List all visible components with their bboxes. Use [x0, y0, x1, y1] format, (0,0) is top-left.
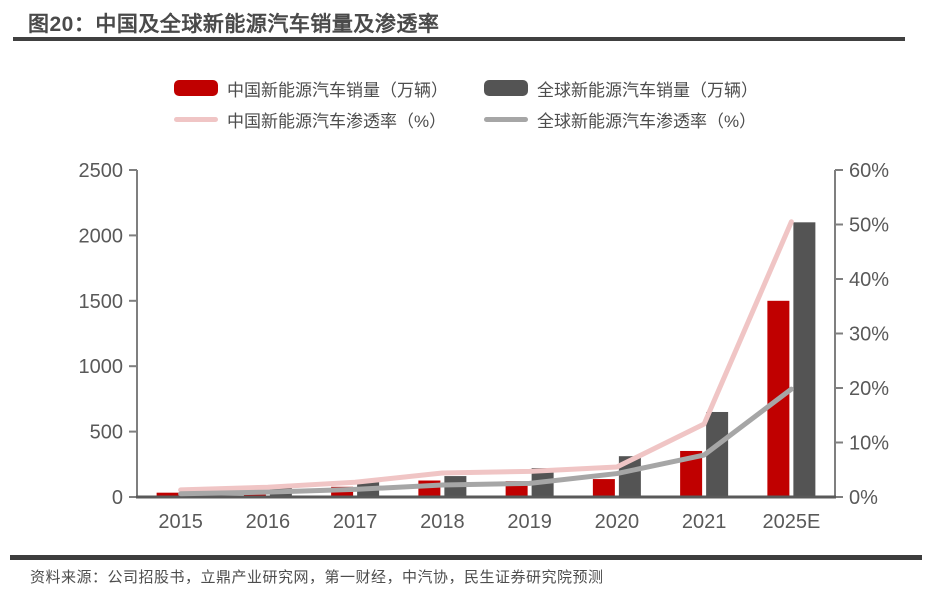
chart-plot: 0 500 1000 1500 2000 2500 0% 10% 20% 30% 40% 50% 60%… [79, 160, 890, 533]
global-penetration-line [178, 386, 794, 497]
legend-line-swatch-2 [174, 116, 218, 122]
left-axis-tick-label: 2500 [79, 160, 124, 182]
right-axis-tick-label: 60% [849, 160, 889, 182]
legend-bar-swatch-1 [484, 80, 528, 96]
legend-item-0: 中国新能源汽车销量（万辆） [174, 76, 448, 100]
global-sales-bar [706, 411, 729, 497]
right-axis-tick-label: 0% [849, 487, 878, 509]
right-axis-tick-label: 40% [849, 269, 889, 291]
legend-label: 中国新能源汽车销量（万辆） [227, 80, 448, 100]
legend-item-1: 全球新能源汽车销量（万辆） [484, 76, 758, 100]
legend-label: 中国新能源汽车渗透率（%） [227, 111, 447, 131]
global-sales-bar [793, 222, 816, 497]
left-axis-tick-label: 1000 [79, 356, 124, 378]
china-sales-bar [680, 450, 703, 497]
title-underline [13, 37, 905, 41]
left-axis-tick-label: 1500 [79, 291, 124, 313]
footer-rule [10, 555, 922, 560]
china-penetration-line [178, 219, 794, 493]
x-axis-label: 2025E [762, 511, 820, 533]
chart-legend: 中国新能源汽车销量（万辆） 全球新能源汽车销量（万辆） 中国新能源汽车渗透率（%） 全… [0, 76, 932, 131]
right-axis-tick-label: 30% [849, 324, 889, 346]
x-axis-label: 2016 [246, 511, 291, 533]
legend-item-2: 中国新能源汽车渗透率（%） [174, 107, 448, 131]
right-axis-tick-label: 50% [849, 215, 889, 237]
left-axis-tick-label: 500 [90, 422, 123, 444]
x-axis-label: 2017 [333, 511, 378, 533]
legend-item-3: 全球新能源汽车渗透率（%） [484, 107, 758, 131]
right-axis-tick-label: 10% [849, 433, 889, 455]
legend-label: 全球新能源汽车销量（万辆） [537, 80, 758, 100]
x-axis-label: 2015 [158, 511, 203, 533]
legend-label: 全球新能源汽车渗透率（%） [537, 111, 757, 131]
china-sales-bar [156, 492, 179, 497]
x-axis-label: 2020 [595, 511, 640, 533]
legend-line-swatch-3 [484, 116, 528, 122]
global-sales-bar [618, 456, 641, 497]
x-axis-label: 2018 [420, 511, 465, 533]
figure-title: 图20：中国及全球新能源汽车销量及渗透率 [28, 13, 440, 36]
x-axis-label: 2019 [507, 511, 552, 533]
left-axis-tick-label: 2000 [79, 225, 124, 247]
legend-bar-swatch-0 [174, 80, 218, 96]
left-axis-tick-label: 0 [112, 487, 123, 509]
right-axis-tick-label: 20% [849, 378, 889, 400]
x-axis-label: 2021 [682, 511, 727, 533]
china-sales-bar [592, 479, 615, 497]
source-note: 资料来源：公司招股书，立鼎产业研究网，第一财经，中汽协，民生证券研究院预测 [30, 569, 604, 586]
